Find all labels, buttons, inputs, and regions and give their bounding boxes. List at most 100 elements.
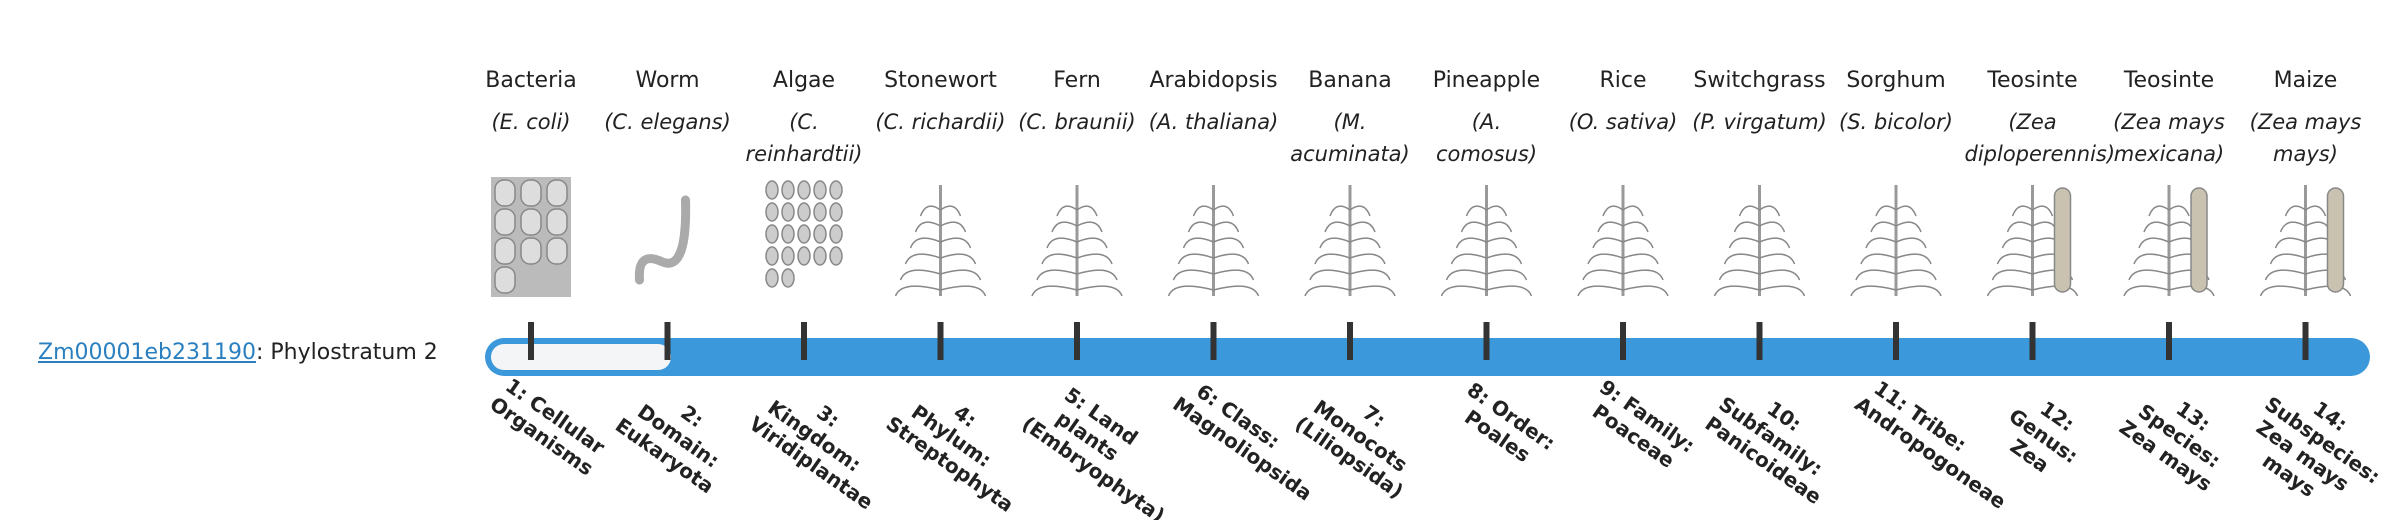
leaf	[1759, 205, 1781, 217]
worm	[634, 195, 691, 285]
rod	[546, 179, 568, 207]
timeline-tick	[1483, 322, 1490, 360]
leaf	[1875, 205, 1897, 217]
organism-species: (A. comosus)	[1435, 110, 1538, 166]
leaf	[1213, 269, 1255, 281]
organism-species: (S. bicolor)	[1839, 110, 1953, 134]
leaf	[1349, 237, 1381, 249]
organism-image	[1440, 185, 1533, 297]
leaf	[1986, 285, 2033, 297]
rod	[494, 179, 516, 207]
organism-image	[2259, 185, 2352, 297]
leaf	[1486, 253, 1523, 265]
leaf	[2274, 237, 2306, 249]
organism-image	[1577, 185, 1669, 297]
cob	[2190, 187, 2208, 293]
organism-name: Switchgrass	[1693, 68, 1826, 93]
leaf	[2279, 221, 2306, 233]
cell	[813, 224, 827, 244]
cell	[797, 246, 811, 266]
leaf	[1182, 237, 1214, 249]
leaf	[1895, 285, 1942, 297]
organism-image	[2123, 185, 2215, 297]
leaf	[1759, 253, 1796, 265]
timeline-unfilled	[491, 344, 671, 370]
rod	[520, 208, 542, 236]
leaf	[1855, 269, 1897, 281]
leaf	[1622, 205, 1644, 217]
leaf	[2148, 205, 2170, 217]
cell	[797, 202, 811, 222]
organism-image	[634, 195, 691, 285]
leaf	[1713, 285, 1760, 297]
cell	[797, 224, 811, 244]
cell	[797, 180, 811, 200]
organism-name: Maize	[2273, 68, 2338, 93]
cell	[781, 268, 795, 288]
organism-species: (P. virgatum)	[1692, 110, 1827, 134]
cell	[813, 202, 827, 222]
cell	[813, 246, 827, 266]
leaf	[1213, 205, 1235, 217]
cell	[813, 180, 827, 200]
leaf	[2123, 285, 2170, 297]
leaf	[1991, 269, 2033, 281]
leaf	[940, 253, 977, 265]
timeline-tick	[2029, 322, 2036, 360]
organism-image	[1850, 185, 1942, 297]
organism-name: Fern	[1053, 68, 1101, 93]
timeline-tick	[664, 322, 671, 360]
leaf	[1076, 237, 1108, 249]
leaf	[1192, 205, 1214, 217]
leaf	[1486, 285, 1533, 297]
organism-image	[1167, 185, 1260, 297]
leaf	[1622, 269, 1664, 281]
organism-name: Algae	[772, 68, 836, 93]
leaf	[1486, 221, 1513, 233]
organism-species: (Zea mays mexicana)	[2113, 110, 2225, 166]
rod	[494, 266, 516, 294]
leaf	[1036, 269, 1078, 281]
cell	[765, 180, 779, 200]
leaf	[1870, 221, 1897, 233]
leaf	[914, 221, 941, 233]
cell	[829, 246, 843, 266]
organism-name: Rice	[1599, 68, 1647, 93]
timeline-bar	[485, 338, 2370, 376]
leaf	[1445, 269, 1487, 281]
organism-name: Worm	[635, 68, 700, 93]
organism-species: (C. elegans)	[604, 110, 731, 134]
leaf	[1213, 285, 1260, 297]
organism-species: (C. reinhardtii)	[745, 110, 863, 166]
organism-species: (C. richardii)	[875, 110, 1006, 134]
organism-name: Pineapple	[1432, 68, 1541, 93]
leaf	[1723, 253, 1760, 265]
leaf	[1486, 269, 1528, 281]
leaf	[2259, 285, 2306, 297]
leaf	[1622, 221, 1649, 233]
organism-image	[1304, 185, 1396, 297]
leaf	[1895, 237, 1927, 249]
timeline-tick	[1893, 322, 1899, 360]
organism-name: Teosinte	[1987, 68, 2078, 93]
leaf	[1486, 205, 1508, 217]
leaf	[2138, 237, 2170, 249]
leaf	[940, 205, 962, 217]
leaf	[2168, 205, 2190, 217]
leaf	[1324, 221, 1351, 233]
leaf	[1349, 285, 1396, 297]
leaf	[1349, 269, 1391, 281]
leaf	[1329, 205, 1351, 217]
organism-image	[491, 177, 571, 297]
leaf	[2133, 253, 2170, 265]
rod	[520, 237, 542, 265]
gene-link[interactable]: Zm00001eb231190	[38, 340, 256, 365]
cell	[829, 180, 843, 200]
leaf	[1076, 269, 1118, 281]
organism-species: (M. acuminata)	[1290, 110, 1410, 166]
leaf	[1309, 269, 1351, 281]
leaf	[1895, 221, 1922, 233]
leaf	[2284, 205, 2306, 217]
cell	[765, 202, 779, 222]
leaf	[2032, 205, 2054, 217]
